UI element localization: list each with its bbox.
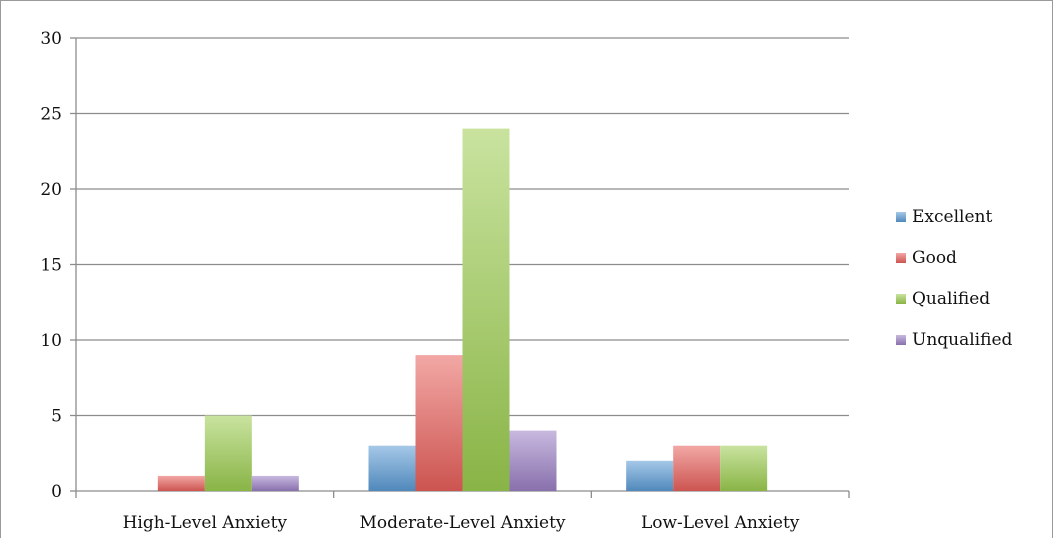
bar-excellent-2 xyxy=(368,445,416,491)
legend-swatch-unqualified xyxy=(896,335,906,345)
legend: Excellent Good Qualified Unqualified xyxy=(896,207,1013,350)
bars xyxy=(157,128,768,491)
bar-qualified-3 xyxy=(720,445,768,491)
y-tick-label: 25 xyxy=(40,105,62,125)
x-category-labels: High-Level Anxiety Moderate-Level Anxiety… xyxy=(123,513,800,533)
y-tick-label: 5 xyxy=(51,407,62,427)
y-tick-label: 0 xyxy=(51,482,62,502)
y-tick-label: 30 xyxy=(40,29,62,49)
bar-good-2 xyxy=(415,355,463,491)
y-tick-label: 10 xyxy=(40,331,62,351)
legend-swatch-excellent xyxy=(896,212,906,222)
x-category-label: High-Level Anxiety xyxy=(123,513,288,533)
y-tick-labels: 0 5 10 15 20 25 30 xyxy=(40,29,62,502)
legend-label-qualified: Qualified xyxy=(912,289,990,309)
x-category-label: Moderate-Level Anxiety xyxy=(359,513,565,533)
x-category-label: Low-Level Anxiety xyxy=(641,513,800,533)
bar-qualified-1 xyxy=(204,415,252,491)
legend-swatch-good xyxy=(896,253,906,263)
bar-excellent-3 xyxy=(626,460,674,491)
legend-label-unqualified: Unqualified xyxy=(912,330,1013,350)
bar-unqualified-2 xyxy=(509,430,557,491)
legend-label-good: Good xyxy=(912,248,957,268)
bar-unqualified-1 xyxy=(251,475,299,491)
legend-swatch-qualified xyxy=(896,294,906,304)
y-tick-label: 15 xyxy=(40,256,62,276)
bar-good-1 xyxy=(157,475,205,491)
bar-good-3 xyxy=(673,445,721,491)
legend-label-excellent: Excellent xyxy=(912,207,992,227)
bar-qualified-2 xyxy=(462,128,510,491)
y-tick-label: 20 xyxy=(40,180,62,200)
